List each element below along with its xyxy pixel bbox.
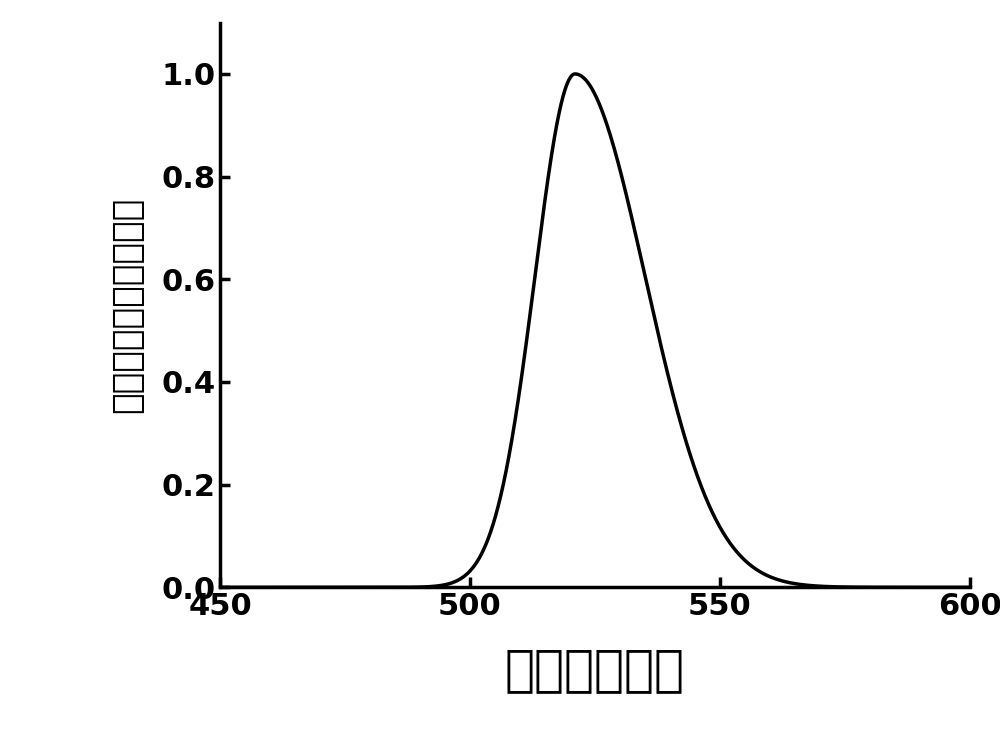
Y-axis label: 发光强度（任意单位）: 发光强度（任意单位） [110,197,144,413]
X-axis label: 波长（纳米）: 波长（纳米） [505,646,685,694]
